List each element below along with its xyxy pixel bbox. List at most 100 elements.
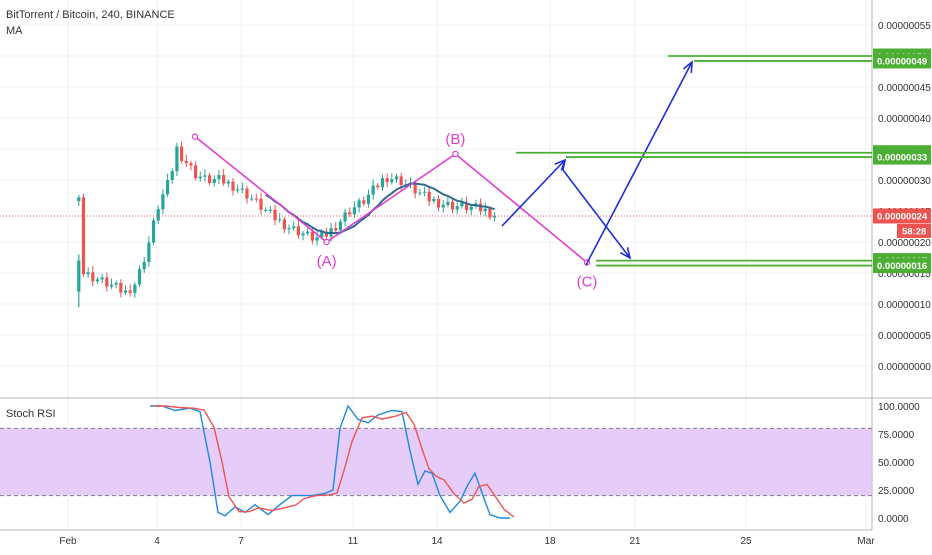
candle-body [366, 194, 371, 204]
candle [418, 188, 422, 196]
candle [119, 279, 123, 298]
candle-body [436, 198, 441, 208]
candle [483, 202, 487, 217]
candle-body [170, 171, 174, 180]
candle-body [175, 146, 179, 172]
candle [324, 227, 329, 241]
wave-point-1 [323, 238, 330, 246]
candle-body [128, 290, 132, 293]
candle-body [362, 200, 366, 204]
candle-body [259, 198, 263, 210]
candle [100, 273, 104, 284]
time-tick-label: Feb [59, 536, 77, 547]
candle-body [320, 231, 324, 238]
candle [109, 278, 114, 290]
candle-body [287, 228, 291, 230]
candle-body [161, 194, 165, 210]
candle-body [310, 231, 314, 241]
candle [240, 182, 244, 194]
candle-body [464, 202, 469, 211]
candle [128, 284, 132, 297]
candle [278, 213, 282, 223]
candle-body [137, 269, 142, 285]
time-tick-label: 4 [154, 536, 160, 547]
wave-label-1: (B) [445, 131, 465, 148]
candle [250, 194, 254, 202]
candle [175, 142, 179, 177]
candle-body [376, 185, 380, 188]
candle-body [77, 197, 81, 202]
candle [77, 194, 81, 207]
candle [385, 173, 389, 188]
rsi-tick-label: 0.0000 [878, 514, 909, 525]
candle-body [264, 209, 268, 211]
arrow-up-2 [585, 61, 693, 266]
price-tick-label: 0.00000010 [878, 300, 931, 311]
candle [455, 202, 459, 215]
candle [390, 173, 394, 185]
candle-body [245, 188, 249, 199]
candle [198, 171, 202, 182]
candle [450, 199, 455, 214]
candle-body [278, 219, 282, 221]
time-tick-label: 25 [740, 536, 752, 547]
candle [91, 266, 95, 287]
price-tick-label: 0.00000030 [878, 176, 931, 187]
candle-body [380, 178, 385, 188]
candle [161, 189, 165, 215]
candle [264, 207, 268, 213]
candle [427, 185, 431, 207]
rsi-tick-label: 100.0000 [878, 402, 920, 413]
rsi-title: Stoch RSI [6, 408, 56, 420]
candle [464, 196, 469, 214]
drawings: (A) (B) (C) [191, 55, 872, 290]
candle [441, 199, 445, 213]
candle [432, 196, 436, 204]
candle [105, 272, 109, 292]
candle-body [165, 179, 170, 195]
candle-body [418, 192, 422, 194]
candle-body [390, 179, 394, 183]
candle-body [231, 181, 235, 191]
candle-body [268, 209, 272, 211]
candle [212, 175, 216, 187]
candle-body [193, 165, 198, 179]
rsi-tick-label: 50.0000 [878, 458, 915, 469]
candle-body [348, 212, 352, 215]
candle-body [212, 179, 216, 183]
candle [193, 161, 198, 181]
axes: 0.000000550.000000500.000000450.00000040… [0, 21, 931, 547]
candle [142, 256, 146, 273]
candle [282, 216, 286, 234]
candle-body [156, 209, 160, 221]
candle [203, 169, 207, 182]
candle-body [217, 175, 221, 180]
spike-body [77, 260, 81, 292]
time-tick-label: 18 [544, 536, 556, 547]
candle-body [184, 160, 188, 164]
candle-body [86, 272, 90, 275]
candle-body [338, 221, 343, 231]
last-price-badge: 0.00000024 [877, 211, 928, 222]
candle-body [315, 237, 319, 241]
countdown-label: 58:28 [902, 226, 926, 237]
level-badge-1-bg [873, 53, 931, 69]
candle [348, 207, 352, 217]
candle-body [236, 189, 240, 191]
candle-body [460, 202, 464, 207]
arrow-join [562, 159, 566, 171]
candle [86, 267, 90, 278]
candle-body [385, 178, 389, 183]
price-tick-label: 0.00000045 [878, 83, 931, 94]
wave-point-2 [452, 150, 459, 158]
arrow-down-head [619, 247, 632, 260]
time-tick-label: 7 [238, 536, 244, 547]
candle-body [198, 176, 202, 179]
candle [156, 205, 160, 225]
candle-body [282, 219, 286, 230]
indicator-label: MA [6, 25, 23, 37]
candle [394, 173, 399, 184]
candle [469, 204, 473, 215]
